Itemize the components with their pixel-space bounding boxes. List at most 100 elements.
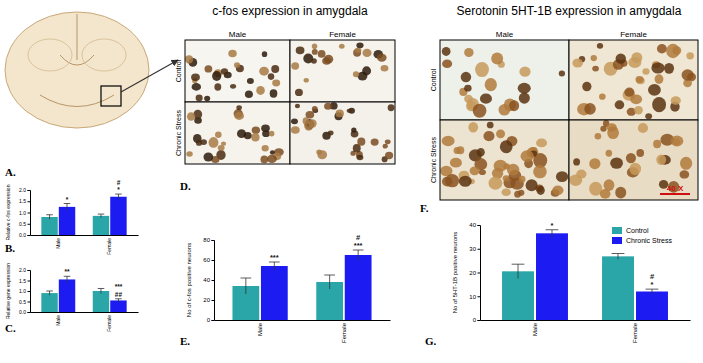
stained-cell: [485, 78, 497, 91]
micrograph-border: [185, 40, 290, 102]
stained-cell: [498, 104, 510, 116]
stained-cell: [616, 54, 626, 64]
stained-cell: [491, 52, 503, 64]
error-bar-cap: [115, 298, 122, 299]
bar: [636, 292, 668, 321]
stained-cell: [244, 132, 252, 139]
bar: [345, 255, 372, 320]
tick-mark: [478, 225, 481, 226]
tick-label: 2.0: [19, 187, 26, 193]
tick: 1.5: [19, 278, 30, 284]
stained-cell: [652, 97, 666, 112]
stained-cell: [519, 93, 530, 104]
error-bar-line: [329, 275, 330, 289]
error-bar-line: [49, 215, 50, 220]
bar-chart: *****##0.00.51.01.52.0MaleFemaleRelative…: [5, 263, 139, 332]
error-bar: [115, 194, 122, 199]
tick: Male: [55, 235, 61, 249]
error-bar: [115, 299, 122, 302]
panel-label: D.: [180, 180, 191, 192]
bar: [602, 256, 634, 320]
stained-cell: [306, 111, 315, 118]
brain-structure: [28, 39, 72, 71]
stained-cell: [655, 74, 664, 84]
y-axis: 020406080: [203, 237, 214, 323]
stained-cell: [445, 174, 459, 187]
bar: [41, 217, 57, 235]
stained-cell: [629, 163, 641, 175]
significance-mark: ***: [115, 283, 123, 290]
stained-cell: [247, 78, 254, 84]
stained-cell: [615, 187, 626, 199]
tick-mark: [28, 291, 31, 292]
stained-cell: [464, 95, 473, 103]
stained-cell: [468, 122, 478, 133]
panel-label: A.: [5, 166, 16, 178]
tick: 2.0: [19, 267, 30, 273]
error-bar: [98, 288, 105, 293]
stained-cell: [630, 94, 642, 104]
stained-cell: [607, 123, 617, 131]
bar: [261, 266, 288, 320]
tick-label: Female: [632, 322, 638, 343]
tick-label: Male: [55, 238, 61, 249]
stained-cell: [186, 151, 192, 156]
stained-cell: [653, 140, 661, 148]
stained-cell: [671, 136, 684, 147]
error-bar-cap: [46, 214, 53, 215]
micrograph: [290, 40, 395, 102]
stained-cell: [626, 153, 636, 163]
micrograph-background: [440, 40, 569, 120]
legend-swatch: [612, 237, 622, 244]
stained-cell: [519, 67, 530, 77]
column-label: Female: [329, 30, 356, 39]
axis-title: Relative c-fos expression: [5, 184, 11, 240]
tick-label: 1.0: [19, 210, 26, 216]
bar: [41, 293, 57, 312]
tick-label: 80: [203, 237, 210, 243]
tick-mark: [478, 249, 481, 250]
significance-mark: ***: [354, 241, 363, 250]
tick-label: Female: [106, 315, 112, 332]
plot-area: [41, 276, 126, 312]
error-bar-line: [518, 264, 519, 278]
micrograph-background: [290, 40, 395, 102]
tick-mark: [478, 273, 481, 274]
stained-cell: [559, 70, 565, 76]
stained-cell: [383, 144, 388, 149]
stained-cell: [339, 44, 345, 49]
tick: Male: [532, 320, 538, 336]
stained-cell: [291, 126, 300, 134]
tick: 0.5: [19, 299, 30, 305]
micrograph-border: [440, 120, 569, 200]
error-bar-line: [118, 194, 119, 199]
tick: Male: [257, 320, 263, 336]
significance-mark: #: [117, 179, 121, 186]
error-bar-cap: [98, 214, 105, 215]
tick-label: 0.0: [19, 232, 26, 238]
axis-title: Relative gene expression: [5, 263, 11, 319]
stained-cell: [312, 106, 318, 112]
row-label: Chronic Stress: [430, 137, 437, 183]
axis-line: [28, 271, 31, 313]
stained-cell: [477, 148, 485, 157]
tick-label: 0: [473, 317, 477, 323]
stained-cell: [648, 84, 661, 96]
significance-mark: ***: [270, 253, 279, 262]
stained-cell: [303, 117, 310, 124]
tick-label: 1.5: [19, 198, 26, 204]
stained-cell: [664, 63, 674, 74]
stained-cell: [316, 149, 322, 154]
tick-mark: [28, 213, 31, 214]
panel-label: B.: [5, 242, 15, 254]
tick-label: 0.0: [19, 309, 26, 315]
stained-cell: [385, 152, 393, 159]
error-bar-line: [618, 254, 619, 260]
stained-cell: [533, 165, 547, 178]
stained-cell: [503, 163, 510, 169]
error-bar-line: [651, 289, 652, 294]
row-label: Control: [430, 68, 437, 91]
stained-cell: [509, 100, 519, 111]
tick: Female: [341, 320, 347, 343]
micrograph-border: [290, 102, 395, 164]
